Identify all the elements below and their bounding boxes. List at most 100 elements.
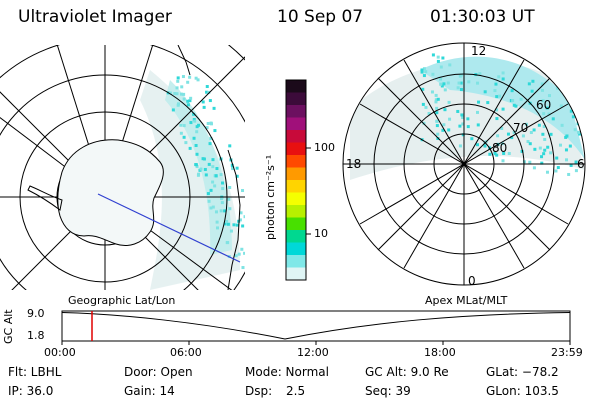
- aurora-speckle: [448, 117, 452, 121]
- aurora-speckle: [574, 109, 578, 113]
- aurora-speckle: [184, 141, 188, 145]
- aurora-speckle: [496, 134, 500, 138]
- aurora-speckle: [180, 85, 184, 89]
- aurora-speckle: [246, 231, 249, 234]
- aurora-speckle: [211, 165, 215, 169]
- aurora-speckle: [500, 126, 504, 130]
- glat-readout: GLat: −78.2: [486, 365, 559, 379]
- aurora-speckle: [256, 232, 259, 235]
- aurora-speckle: [447, 128, 451, 132]
- aurora-speckle: [226, 222, 230, 226]
- aurora-speckle: [241, 189, 245, 193]
- colorbar-cell: [286, 80, 306, 93]
- colorbar-cell: [286, 142, 306, 156]
- aurora-speckle: [237, 252, 241, 256]
- aurora-speckle: [195, 125, 199, 129]
- aurora-speckle: [179, 123, 183, 127]
- aurora-speckle: [440, 84, 444, 88]
- aurora-speckle: [546, 145, 550, 149]
- aurora-speckle: [220, 201, 224, 205]
- aurora-speckle: [459, 81, 463, 85]
- altitude-plot: [61, 310, 571, 345]
- aurora-speckle: [532, 128, 536, 132]
- aurora-speckle: [574, 160, 578, 164]
- aurora-speckle: [223, 209, 227, 213]
- aurora-speckle: [545, 170, 549, 174]
- aurora-speckle: [176, 79, 180, 83]
- aurora-speckle: [207, 199, 211, 203]
- aurora-speckle: [243, 251, 245, 255]
- filter-readout: Flt: LBHL: [8, 365, 62, 379]
- polar-aurora-speckles: [420, 53, 583, 176]
- aurora-speckle: [510, 136, 514, 140]
- mlt-label-bottom: 0: [468, 274, 476, 288]
- aurora-speckle: [182, 124, 186, 128]
- aurora-speckle: [519, 97, 523, 101]
- aurora-speckle: [186, 103, 190, 107]
- aurora-speckle: [208, 142, 212, 146]
- aurora-speckle: [173, 92, 177, 96]
- altitude-xtick-3: 18:00: [424, 346, 456, 359]
- altitude-frame: [61, 310, 571, 342]
- aurora-speckle: [512, 103, 516, 107]
- colorbar-cell: [286, 267, 306, 281]
- aurora-speckle: [567, 95, 571, 99]
- aurora-speckle: [443, 108, 447, 112]
- aurora-speckle: [476, 143, 480, 147]
- aurora-speckle: [528, 160, 532, 164]
- aurora-speckle: [205, 126, 209, 130]
- aurora-speckle: [540, 82, 544, 86]
- aurora-speckle: [420, 68, 424, 72]
- antarctica-coastline: [57, 139, 164, 246]
- aurora-speckle: [253, 265, 256, 268]
- aurora-speckle: [510, 89, 514, 93]
- aurora-speckle: [208, 99, 212, 103]
- aurora-speckle: [209, 206, 213, 210]
- aurora-speckle: [171, 108, 175, 112]
- aurora-speckle: [176, 103, 180, 107]
- aurora-speckle: [542, 152, 546, 156]
- aurora-speckle: [232, 223, 236, 227]
- aurora-speckle: [495, 153, 499, 157]
- colorbar-cell: [286, 92, 306, 106]
- aurora-speckle: [501, 159, 505, 163]
- aurora-speckle: [179, 131, 183, 135]
- aurora-speckle: [543, 137, 547, 141]
- aurora-speckle: [220, 197, 224, 201]
- aurora-speckle: [247, 256, 250, 259]
- colorbar-cell: [286, 105, 306, 118]
- aurora-speckle: [547, 112, 551, 116]
- aurora-speckle: [459, 73, 463, 77]
- aurora-speckle: [228, 185, 232, 189]
- aurora-speckle: [574, 169, 578, 173]
- aurora-speckle: [431, 53, 435, 57]
- aurora-speckle: [436, 132, 440, 136]
- aurora-speckle: [211, 205, 215, 209]
- aurora-speckle: [234, 254, 238, 258]
- aurora-speckle: [483, 90, 487, 94]
- aurora-speckle: [248, 225, 251, 228]
- aurora-speckle: [203, 167, 207, 171]
- aurora-speckle: [495, 117, 499, 121]
- aurora-speckle: [443, 88, 447, 92]
- aurora-speckle: [549, 132, 553, 136]
- aurora-speckle: [543, 148, 547, 152]
- colorbar-unit-label: photon cm⁻²s⁻¹: [264, 154, 277, 240]
- polar-plot-title: Apex MLat/MLT: [425, 294, 508, 307]
- altitude-xtick-1: 06:00: [170, 346, 202, 359]
- aurora-speckle: [268, 274, 271, 277]
- aurora-speckle: [179, 92, 183, 96]
- aurora-speckle: [458, 124, 462, 128]
- date-label: 10 Sep 07: [277, 7, 364, 27]
- aurora-speckle: [507, 152, 511, 156]
- aurora-speckle: [493, 151, 497, 155]
- aurora-speckle: [188, 99, 192, 103]
- aurora-speckle: [197, 172, 201, 176]
- aurora-speckle: [569, 109, 573, 113]
- aurora-speckle: [497, 75, 501, 79]
- colorbar-tick-10: 10: [314, 227, 328, 240]
- aurora-speckle: [542, 112, 546, 116]
- aurora-speckle: [205, 90, 209, 94]
- aurora-speckle: [498, 94, 502, 98]
- aurora-speckle: [262, 264, 265, 267]
